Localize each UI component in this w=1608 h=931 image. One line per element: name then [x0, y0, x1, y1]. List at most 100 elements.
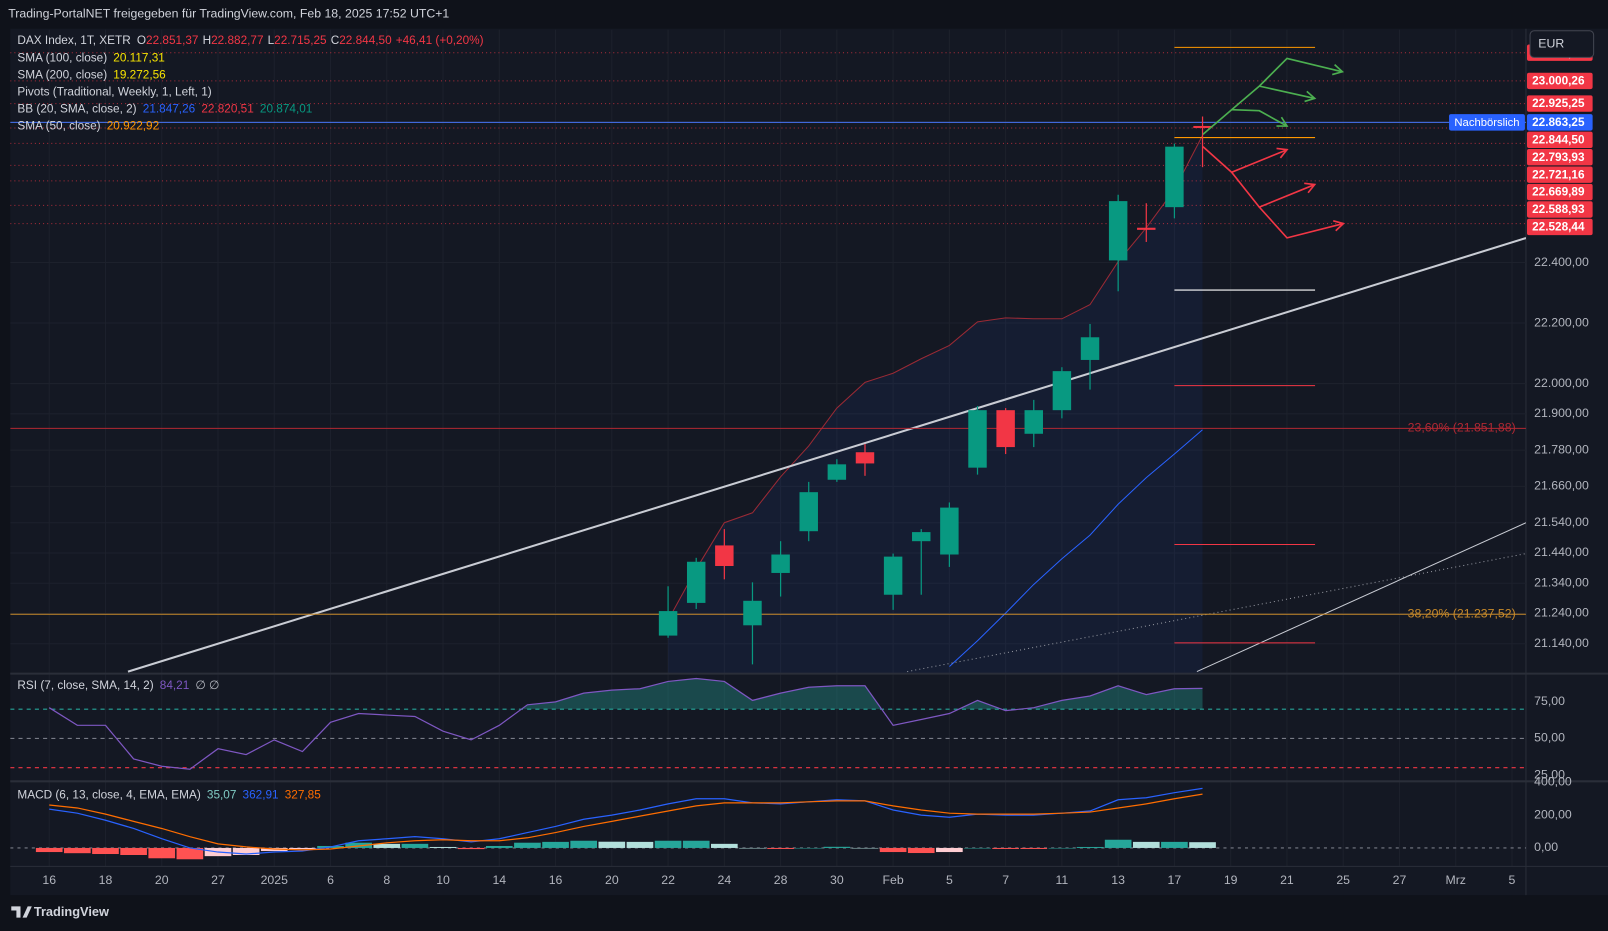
x-tick-label: 5 [946, 873, 953, 887]
x-tick-label: 7 [1002, 873, 1009, 887]
macd-pane [10, 787, 1526, 860]
overbought-fill [49, 678, 1203, 710]
x-tick-label: 21 [1280, 873, 1294, 887]
histogram-bar [907, 847, 935, 854]
price-box [1526, 72, 1593, 90]
histogram-bar [767, 847, 794, 849]
share-caption: Trading-PortalNET freigegeben für Tradin… [8, 7, 449, 21]
arrow-down [1258, 206, 1346, 239]
x-tick-label: 20 [155, 873, 169, 887]
price-box-label: 22.793,93 [1532, 151, 1585, 164]
indicator-value: 362,91 [243, 789, 279, 802]
x-tick-label: 2025 [261, 873, 289, 887]
bollinger-fill [668, 135, 1203, 673]
indicator-name: BB (20, SMA, close, 2) [17, 103, 136, 116]
histogram-bar [1161, 841, 1188, 848]
y-tick-label: 0,00 [1534, 840, 1558, 854]
currency[interactable]: EUR [1538, 36, 1564, 50]
candle-body [1165, 146, 1184, 208]
x-tick-label: 20 [605, 873, 619, 887]
histogram-bar [485, 845, 513, 848]
bollinger-basis [949, 429, 1203, 667]
drawn-arrows [1202, 57, 1346, 239]
histogram-bar [936, 847, 963, 853]
indicator-extra: ∅ ∅ [195, 679, 219, 692]
histogram-bar [289, 847, 316, 850]
indicator-value: 20.874,01 [260, 103, 312, 116]
indicator-value: 84,21 [160, 679, 189, 692]
currency-box[interactable] [1529, 30, 1595, 58]
price-box-label: 22.925,25 [1532, 97, 1585, 110]
candle-body [1080, 337, 1100, 360]
brand-logo [11, 906, 32, 918]
ohlc-value: 22.715,25 [274, 34, 327, 47]
histogram-bar [1189, 842, 1216, 848]
arrow-up [1259, 85, 1317, 103]
x-tick-label: 19 [1224, 873, 1238, 887]
histogram-bar [1132, 841, 1160, 848]
trend-line [1196, 522, 1526, 673]
candle-body [799, 492, 818, 532]
candle-body [855, 452, 875, 464]
x-tick-label: 16 [42, 873, 56, 887]
indicator-name: RSI (7, close, SMA, 14, 2) [17, 679, 153, 692]
legend-line: RSI (7, close, SMA, 14, 2) 84,21 ∅ ∅ [17, 679, 219, 692]
ohlc-key: L [268, 34, 275, 47]
histogram-bar [823, 846, 851, 848]
x-tick-label: 10 [436, 873, 450, 887]
ohlc-key: H [203, 34, 212, 47]
histogram-bar [626, 841, 654, 848]
candle-body [686, 561, 706, 603]
indicator-value: 21.847,26 [143, 103, 196, 116]
session-box [1449, 114, 1525, 131]
x-tick-label: 17 [1168, 873, 1182, 887]
histogram-bar [514, 842, 541, 848]
bollinger-upper [667, 135, 1203, 621]
price-box-label: 22.528,44 [1532, 221, 1585, 234]
x-tick-label: 28 [774, 873, 788, 887]
histogram-bar [879, 847, 907, 853]
y-tick-label: 21.540,00 [1534, 515, 1589, 529]
legend-line: SMA (100, close) 20.117,31 [17, 52, 164, 65]
indicator-name: MACD (6, 13, close, 4, EMA, EMA) [17, 789, 200, 802]
currency-button[interactable]: EUR [1529, 30, 1595, 58]
x-tick-label: 14 [492, 873, 506, 887]
price-box-label: 22.844,50 [1532, 133, 1585, 146]
candle-body [1052, 371, 1072, 411]
x-tick-label: 11 [1056, 873, 1069, 887]
histogram-bar [232, 847, 260, 856]
histogram-bar [92, 847, 119, 855]
rsi-line [48, 677, 1203, 770]
y-tick-label: 75,00 [1534, 694, 1565, 708]
trend-line [127, 237, 1526, 673]
histogram-bar [148, 847, 176, 859]
candle-body [883, 556, 903, 595]
price-box [1526, 166, 1593, 183]
x-tick-label: 24 [717, 873, 731, 887]
legend-line: SMA (50, close) 20.922,92 [17, 120, 159, 133]
price-box-label: 22.721,16 [1532, 168, 1585, 181]
price-box-label: 22.588,93 [1532, 203, 1585, 216]
y-tick-label: 21.660,00 [1534, 479, 1589, 493]
histogram-bar [1104, 839, 1132, 848]
candle-body [771, 554, 790, 573]
histogram-bar [345, 842, 372, 848]
y-tick-label: 22.200,00 [1534, 315, 1589, 329]
histogram-bar [711, 843, 738, 848]
histogram-bar [429, 846, 457, 848]
histogram-bar [654, 840, 682, 848]
ohlc-key: C [331, 34, 340, 47]
price-box [1526, 149, 1593, 166]
y-tick-label: 21.340,00 [1534, 575, 1589, 589]
chart-area [10, 28, 1608, 896]
x-tick-label: 27 [211, 873, 225, 887]
candle-body [1137, 227, 1156, 230]
indicator-value: 19.272,56 [113, 69, 166, 82]
chart-layer: 16 18 20 27 2025 6 8 10 14 16 20 22 24 28 30 Feb 5 7 11 13 1… [10, 28, 1608, 896]
x-tick-label: 27 [1393, 873, 1407, 887]
x-tick-label: 6 [327, 873, 334, 887]
candle-body [827, 464, 847, 480]
histogram-bar [457, 847, 485, 850]
indicator-value: 20.922,92 [107, 120, 159, 133]
